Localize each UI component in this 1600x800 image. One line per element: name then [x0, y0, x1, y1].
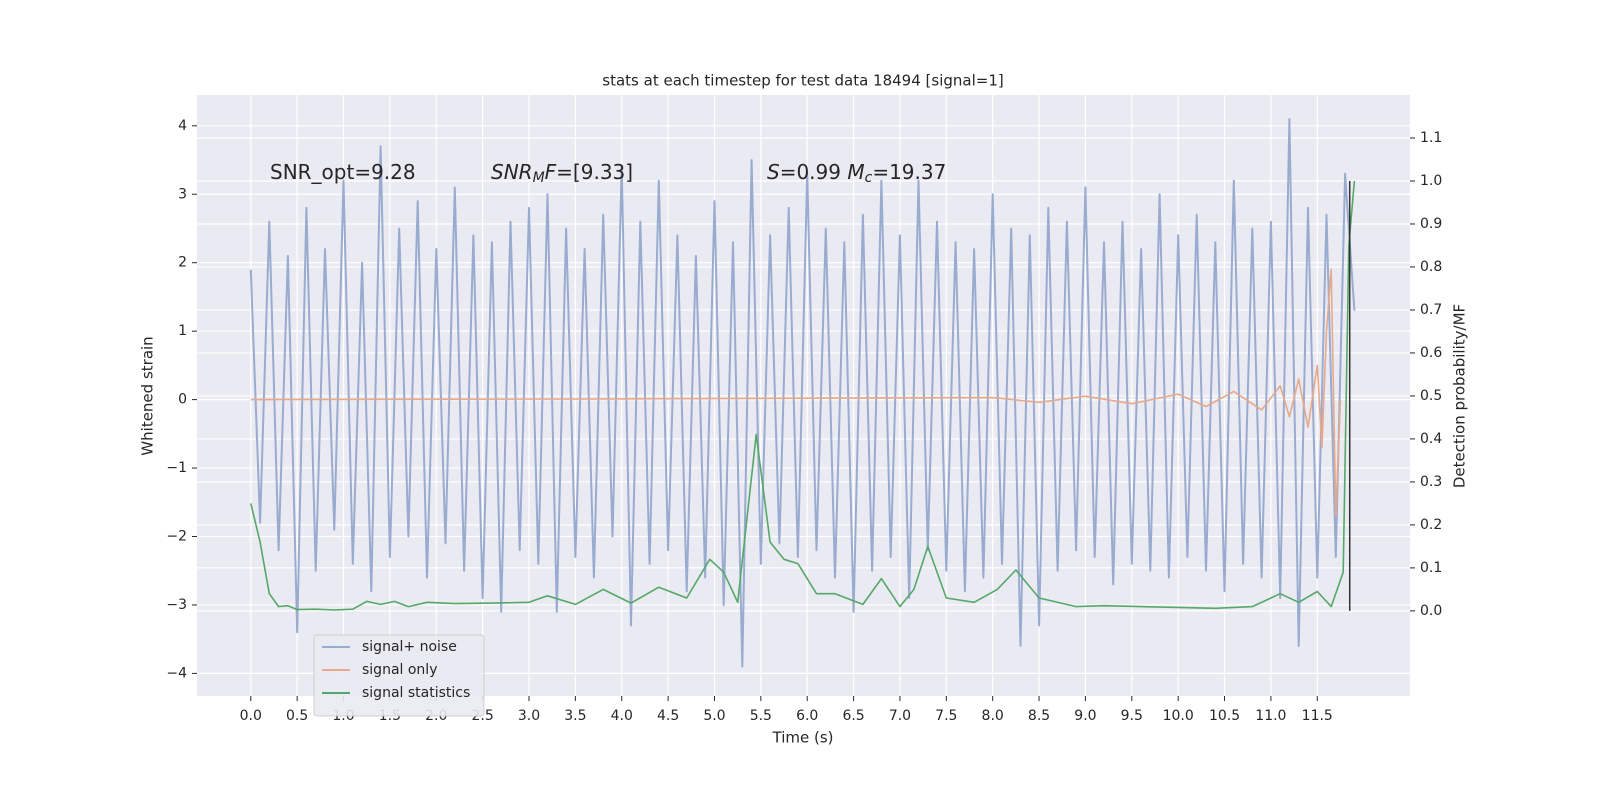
- y-axis-label: Whitened strain: [139, 336, 157, 455]
- y2-tick-label: 0.0: [1420, 603, 1442, 619]
- y2-tick-label: 0.2: [1420, 517, 1442, 533]
- y2-axis-label: Detection probability/MF: [1451, 304, 1469, 488]
- y2-tick-label: 1.0: [1420, 173, 1442, 189]
- series-line: [250, 268, 1342, 517]
- y2-tick-label: 0.1: [1420, 560, 1442, 576]
- x-tick-label: 0.0: [240, 708, 262, 724]
- x-tick-label: 11.5: [1302, 708, 1333, 724]
- annotation-part: F: [545, 160, 557, 184]
- y2-tick-label: 0.3: [1420, 474, 1442, 490]
- y2-tick-label: 0.6: [1420, 345, 1442, 361]
- annotation-part: =[9.33]: [556, 160, 633, 184]
- annotation-part: SNR: [491, 160, 533, 184]
- y-tick-label: 3: [178, 186, 187, 202]
- annotation-part: M: [533, 170, 545, 186]
- annotation-part: =19.37: [872, 160, 946, 184]
- marks: [249, 118, 1356, 668]
- y-tick-label: 4: [178, 118, 187, 134]
- y-tick-label: −3: [166, 597, 187, 613]
- x-tick-label: 3.5: [564, 708, 586, 724]
- y-tick-label: 0: [178, 392, 187, 408]
- x-tick-label: 8.5: [1028, 708, 1050, 724]
- y-tick-label: −1: [166, 460, 187, 476]
- y2-tick-label: 0.5: [1420, 388, 1442, 404]
- x-tick-label: 6.0: [796, 708, 818, 724]
- x-tick-label: 7.5: [935, 708, 957, 724]
- legend-box: [313, 634, 485, 717]
- annotation-part: c: [865, 170, 873, 186]
- x-tick-label: 4.0: [611, 708, 633, 724]
- legend-label: signal statistics: [362, 685, 470, 701]
- x-tick-label: 7.0: [889, 708, 911, 724]
- annotation-part: M: [847, 160, 864, 184]
- x-tick-label: 3.0: [518, 708, 540, 724]
- annotation-part: =0.99: [780, 160, 848, 184]
- annotation: SNR_opt=9.28: [270, 160, 416, 184]
- y-tick-label: −2: [166, 529, 187, 545]
- chart-title: stats at each timestep for test data 184…: [602, 72, 1003, 90]
- x-tick-label: 5.5: [750, 708, 772, 724]
- y2-tick-label: 1.1: [1420, 130, 1442, 146]
- annotation-part: S: [767, 160, 780, 184]
- labels: 0.00.51.01.52.02.53.03.54.04.55.05.56.06…: [166, 118, 1442, 724]
- x-tick-label: 10.5: [1209, 708, 1240, 724]
- annotation: SNRMF=[9.33]: [491, 160, 633, 187]
- x-tick-label: 9.0: [1074, 708, 1096, 724]
- y2-tick-label: 0.8: [1420, 259, 1442, 275]
- x-tick-label: 6.5: [842, 708, 864, 724]
- y2-tick-label: 0.7: [1420, 302, 1442, 318]
- x-tick-label: 0.5: [286, 708, 308, 724]
- y2-tick-label: 0.4: [1420, 431, 1442, 447]
- y-tick-label: −4: [166, 665, 187, 681]
- x-tick-label: 8.0: [982, 708, 1004, 724]
- x-tick-label: 10.0: [1163, 708, 1194, 724]
- legend-label: signal only: [362, 662, 437, 678]
- x-tick-label: 5.0: [703, 708, 725, 724]
- annotation: S=0.99 Mc=19.37: [767, 160, 946, 187]
- x-axis-label: Time (s): [772, 729, 834, 747]
- series-line: [250, 180, 1356, 611]
- y-tick-label: 1: [178, 323, 187, 339]
- legend-label: signal+ noise: [362, 639, 457, 655]
- x-tick-label: 9.5: [1121, 708, 1143, 724]
- y-tick-label: 2: [178, 255, 187, 271]
- x-tick-label: 4.5: [657, 708, 679, 724]
- annotation-part: SNR_opt=9.28: [270, 160, 416, 184]
- y2-tick-label: 0.9: [1420, 216, 1442, 232]
- series-line: [249, 118, 1356, 668]
- x-tick-label: 11.0: [1255, 708, 1286, 724]
